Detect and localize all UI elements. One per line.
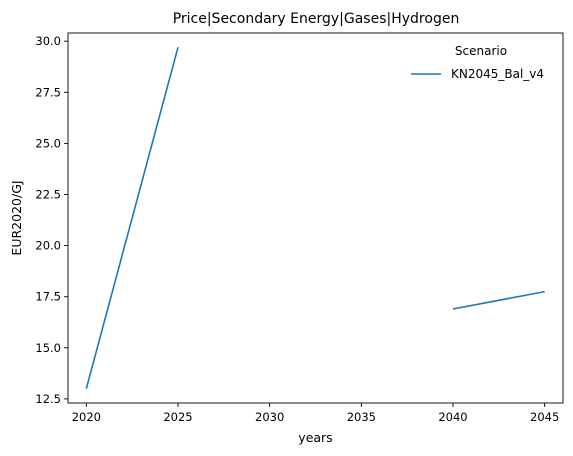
y-tick-label: 17.5: [35, 290, 61, 304]
x-tick-label: 2025: [163, 410, 192, 424]
x-tick-label: 2040: [438, 410, 467, 424]
y-tick-label: 20.0: [35, 239, 61, 253]
x-tick-label: 2020: [72, 410, 101, 424]
y-axis: 12.5 15.0 17.5 20.0 22.5 25.0 27.5 30.0: [35, 34, 68, 406]
chart-title: Price|Secondary Energy|Gases|Hydrogen: [173, 11, 460, 27]
legend-title: Scenario: [455, 44, 507, 58]
y-tick-label: 12.5: [35, 392, 61, 406]
x-axis-label: years: [298, 430, 332, 445]
x-tick-label: 2030: [255, 410, 284, 424]
y-tick-label: 25.0: [35, 136, 61, 150]
plot-area: [67, 32, 564, 404]
y-tick-label: 22.5: [35, 187, 61, 201]
x-tick-label: 2045: [530, 410, 559, 424]
x-tick-label: 2035: [347, 410, 376, 424]
legend-label-kn2045-bal-v4: KN2045_Bal_v4: [451, 67, 544, 81]
legend: Scenario KN2045_Bal_v4: [411, 44, 544, 81]
y-tick-label: 27.5: [35, 85, 61, 99]
series-layer: [85, 47, 545, 389]
y-tick-label: 15.0: [35, 341, 61, 355]
x-axis: 2020 2025 2030 2035 2040 2045: [72, 403, 559, 424]
y-tick-label: 30.0: [35, 34, 61, 48]
series-line-kn2045-bal-v4: [85, 47, 179, 389]
y-axis-label: EUR2020/GJ: [9, 180, 24, 255]
series-line-kn2045-bal-v4: [452, 290, 545, 310]
